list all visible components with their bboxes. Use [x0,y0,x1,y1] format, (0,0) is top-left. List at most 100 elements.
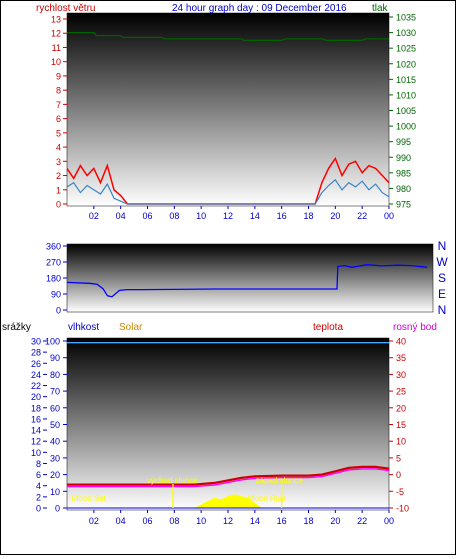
rain-axis-tick-label: 12 [31,437,41,447]
moon-event-label: Moon Set [72,494,107,503]
compass-axis-tick-label: N [438,239,447,253]
humidity-axis-tick-label: 30 [50,453,60,463]
moon-event-label: Moon Rise [248,494,287,503]
solar-label: Solar [119,322,143,333]
humidity-axis-tick-label: 90 [50,353,60,363]
rain-axis-tick-label: 24 [31,370,41,380]
time-axis-tick-label: 06 [142,211,152,221]
temp-axis-tick-label: -10 [396,504,409,514]
direction-panel-bg [66,243,434,313]
temp-axis-tick-label: 0 [396,470,401,480]
time-axis-tick-label: 20 [330,211,340,221]
wind-axis-tick-label: 11 [52,43,61,53]
temp-axis-tick-label: 10 [396,437,406,447]
temp-axis-tick-label: -5 [396,487,404,497]
rain-axis-tick-label: 30 [31,337,41,347]
sun-event-label: východ slunce [147,476,198,485]
rain-axis-tick-label: 16 [31,414,41,424]
humidity-axis-tick-label: 50 [50,420,60,430]
wind_avg-series-line [66,178,390,205]
temp-axis-tick-label: 5 [396,453,401,463]
wind-axis-tick-label: 0 [56,200,61,210]
pressure-axis-tick-label: 990 [396,153,411,163]
rain-axis-tick-label: 28 [31,348,41,358]
compass-axis-tick-label: W [436,255,448,269]
pressure-series-line [67,32,389,42]
humidity-axis-tick-label: 100 [45,337,60,347]
compass-axis-tick-label: S [438,271,446,285]
wind-axis-tick-label: 13 [51,15,61,25]
time-axis-tick-label: 12 [223,211,233,221]
temp-axis-tick-label: 25 [396,387,406,397]
pressure-axis-tick-label: 975 [396,200,411,210]
rain-axis-tick-label: 10 [31,448,41,458]
time-axis-tick-label: 04 [116,516,126,526]
compass-axis-tick-label: N [438,303,447,317]
temp-axis-tick-label: 30 [396,370,406,380]
pressure-axis-label: tlak [372,3,389,14]
pressure-axis-tick-label: 995 [396,137,411,147]
wind-axis-tick-label: 5 [56,128,61,138]
humidity-axis-tick-label: 0 [55,504,60,514]
graph-title: 24 hour graph day : 09 December 2016 [172,3,347,14]
rain-axis-tick-label: 20 [31,392,41,402]
rain-axis-tick-label: 0 [36,504,41,514]
wind-axis-tick-label: 10 [51,57,61,67]
humidity-axis-tick-label: 70 [50,387,60,397]
wind-axis-tick-label: 2 [56,171,61,181]
time-axis-tick-label: 00 [384,516,394,526]
wind-axis-tick-label: 12 [51,29,61,39]
temp-series-line [67,465,390,486]
direction-axis-tick-label: 270 [46,258,61,268]
wind-axis-tick-label: 6 [56,114,61,124]
rain-axis-tick-label: 2 [36,492,41,502]
sun-event-label: západ slunce [256,476,304,485]
time-axis-tick-label: 00 [384,211,394,221]
direction-series-line [66,264,428,298]
time-axis-tick-label: 08 [169,211,179,221]
time-axis-tick-label: 20 [330,516,340,526]
wind-panel-bg [66,12,390,207]
pressure-axis-tick-label: 1020 [396,59,416,69]
direction-axis-tick-label: 0 [56,306,61,316]
rain-axis-tick-label: 22 [31,381,41,391]
rain-axis-tick-label: 8 [36,459,41,469]
time-axis-tick-label: 18 [303,211,313,221]
wind-axis-tick-label: 4 [56,143,61,153]
pressure-axis-tick-label: 1030 [396,28,416,38]
temp-axis-tick-label: 40 [396,337,406,347]
time-axis-tick-label: 22 [357,516,367,526]
direction-axis-tick-label: 90 [51,290,61,300]
direction-axis-tick-label: 360 [46,242,61,252]
dew-series-line [67,468,390,488]
temp-axis-tick-label: 20 [396,403,406,413]
wind-axis-tick-label: 9 [56,71,61,81]
time-axis-tick-label: 06 [142,516,152,526]
wind-axis-tick-label: 1 [56,185,61,195]
temp-axis-tick-label: 15 [396,420,406,430]
wind-axis-label: rychlost větru [36,3,95,14]
rain-axis-label: srážky [2,322,31,333]
time-axis-tick-label: 10 [196,211,206,221]
pressure-axis-tick-label: 1015 [396,75,416,85]
solar-series-area [194,494,263,509]
rain-axis-tick-label: 14 [31,426,41,436]
rain-axis-tick-label: 6 [36,470,41,480]
pressure-axis-tick-label: 1035 [396,13,416,23]
humidity-axis-tick-label: 20 [50,470,60,480]
temp-axis-label: teplota [313,322,343,333]
time-axis-tick-label: 08 [169,516,179,526]
pressure-axis-tick-label: 985 [396,168,411,178]
direction-axis-tick-label: 180 [46,274,61,284]
time-axis-tick-label: 12 [223,516,233,526]
time-axis-tick-label: 02 [89,516,99,526]
pressure-axis-tick-label: 980 [396,184,411,194]
time-axis-tick-label: 22 [357,211,367,221]
time-axis-tick-label: 02 [89,211,99,221]
rain-axis-tick-label: 4 [36,481,41,491]
dew-axis-label: rosný bod [393,322,437,333]
time-axis-tick-label: 16 [277,516,287,526]
humidity-axis-tick-label: 40 [50,437,60,447]
